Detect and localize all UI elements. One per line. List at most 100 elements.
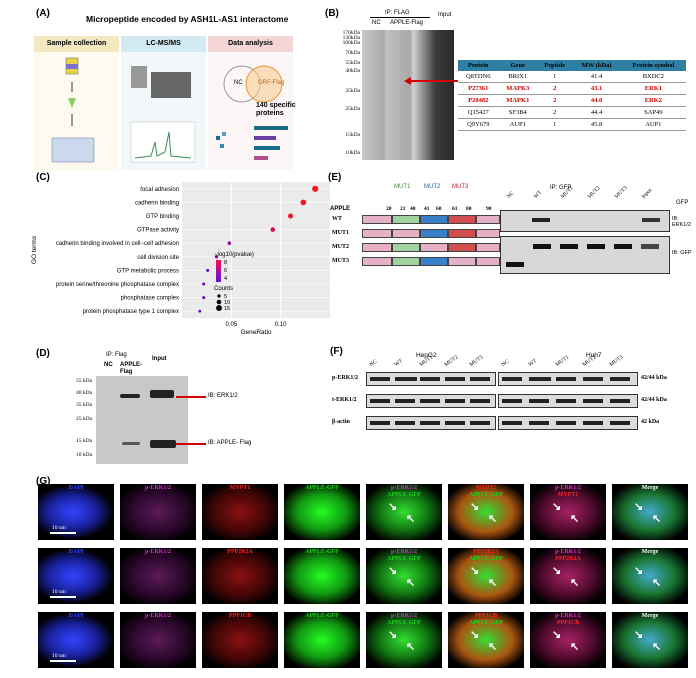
e-segment (392, 229, 420, 238)
arrow-icon: ↘ (552, 501, 562, 513)
table-row: P27361 MAPK3 2 43.1 ERK1 (458, 83, 686, 95)
scale-bar (50, 532, 76, 534)
table-cell: P27361 (468, 85, 489, 92)
if-image: p-ERK1/2 PPP1CB ↘ ↖ (530, 612, 606, 668)
table-cell: SAP49 (644, 109, 663, 116)
arrow-icon: ↘ (552, 565, 562, 577)
e-construct-name: MUT1 (332, 230, 349, 236)
b-marker-label: 100kDa (342, 40, 360, 46)
panel-f-label: (F) (330, 346, 343, 357)
e-position-label: 21 (400, 206, 406, 212)
counts-label: 15 (224, 306, 230, 312)
e-segment (362, 215, 392, 224)
arrow-icon: ↘ (634, 565, 644, 577)
e-band-gfp (506, 262, 524, 267)
d-marker-label: 10 kDa (75, 452, 92, 458)
table-row: P28482 MAPK1 2 44.0 ERK2 (458, 95, 686, 107)
table-cell: MAPK3 (506, 85, 530, 92)
if-channel-line: p-ERK1/2 (144, 549, 171, 555)
d-band-erk-flag (120, 394, 140, 398)
if-channel-label: MYPT1 APPLE-GFP (448, 485, 524, 499)
b-marker-label: 130kDa (342, 35, 360, 41)
sample-panel (34, 52, 119, 170)
table-cell: 2 (553, 97, 557, 104)
if-channel-label: Merge (612, 613, 688, 620)
if-image: p-ERK1/2 PPP2R2A ↘ ↖ (530, 548, 606, 604)
if-image: p-ERK1/2 APPLE-GFP ↘ ↖ (366, 612, 442, 668)
if-image: Merge ↘ ↖ (612, 548, 688, 604)
if-channel-label: Merge (612, 485, 688, 492)
e-lane-label: Input (640, 187, 654, 200)
table-cell: 45.8 (590, 121, 603, 128)
arrow-icon: ↘ (634, 501, 644, 513)
wb-d-membrane (96, 376, 188, 464)
b-marker-label: 40kDa (345, 68, 360, 74)
e-segment (476, 257, 500, 266)
e-segment (420, 257, 448, 266)
if-channel-line: DAPI (68, 485, 84, 491)
arrow-icon: ↖ (652, 641, 662, 653)
e-position-label: 61 (452, 206, 458, 212)
arrow-icon: ↖ (406, 513, 416, 525)
table-cell: P28482 (468, 97, 489, 104)
if-channel-label: DAPI (38, 549, 114, 556)
f-band (529, 377, 551, 381)
f-band (370, 421, 390, 425)
x-tick-label: 0.10 (275, 322, 287, 328)
if-channel-line: APPLE-GFP (469, 556, 503, 562)
if-image: Merge ↘ ↖ (612, 484, 688, 540)
b-marker-label: 35kDa (345, 88, 360, 94)
go-term-label: GTP metabolic process (117, 268, 179, 274)
counts-label: 5 (224, 294, 227, 300)
d-arrow2 (176, 443, 206, 445)
table-cell: BXDC2 (642, 73, 665, 80)
f-row-label: t-ERK1/2 (332, 397, 357, 403)
table-cell: ERK2 (644, 97, 663, 104)
if-channel-line: APPLE-GFP (305, 485, 339, 491)
if-image: p-ERK1/2 (120, 484, 196, 540)
if-image: p-ERK1/2 (120, 612, 196, 668)
table-cell: 41.4 (590, 73, 603, 80)
f-band (420, 421, 440, 425)
e-segment (392, 243, 420, 252)
d-marker-label: 15 kDa (75, 438, 92, 444)
f-lane-hepg2: MUT2 (443, 354, 460, 368)
f-kda-label: 42 kDa (641, 419, 660, 425)
b-marker-label: 55kDa (345, 60, 360, 66)
go-term-label: cell division site (137, 255, 179, 261)
if-channel-label: PPP2R2A (202, 549, 278, 556)
if-image: p-ERK1/2 APPLE-GFP ↘ ↖ (366, 484, 442, 540)
f-band (583, 421, 603, 425)
scale-bar-label: 10 um (52, 525, 66, 531)
e-band-erk-wt (532, 218, 550, 222)
panel-b-label: (B) (325, 8, 339, 19)
b-marker-label: 170kDa (342, 30, 360, 36)
if-image: Merge ↘ ↖ (612, 612, 688, 668)
f-band (395, 421, 415, 425)
e-mut1-label: MUT1 (394, 184, 411, 190)
if-channel-label: APPLE-GFP (284, 549, 360, 556)
if-channel-label: p-ERK1/2 (120, 613, 196, 620)
legend-tick: 4 (224, 276, 227, 282)
e-segment (476, 215, 500, 224)
e-position-label: 40 (410, 206, 416, 212)
nc-lane-label: NC (372, 20, 381, 26)
table-cell: ERK1 (644, 85, 663, 92)
if-channel-label: Merge (612, 549, 688, 556)
f-band (445, 377, 465, 381)
if-channel-label: MYPT1 (202, 485, 278, 492)
venn-illustration (216, 65, 288, 160)
go-term-label: phosphatase complex (121, 296, 179, 302)
d-flag-label: APPLE-Flag (120, 362, 143, 375)
arrow-icon: ↖ (652, 577, 662, 589)
e-band-gfp (641, 244, 659, 249)
d-ip-label: IP: Flag (106, 352, 127, 358)
d-band-flag-input (150, 440, 176, 448)
if-channel-line: MYPT1 (229, 485, 251, 491)
e-segment (392, 257, 420, 266)
legend-tick: 6 (224, 268, 227, 274)
e-segment (448, 229, 476, 238)
protein-table: Protein Gene Peptide MW (kDa) Protein symbol… (458, 60, 686, 131)
d-nc-label: NC (104, 362, 113, 368)
table-row: Q9Y679 AUP1 1 45.8 AUP1 (458, 119, 686, 131)
